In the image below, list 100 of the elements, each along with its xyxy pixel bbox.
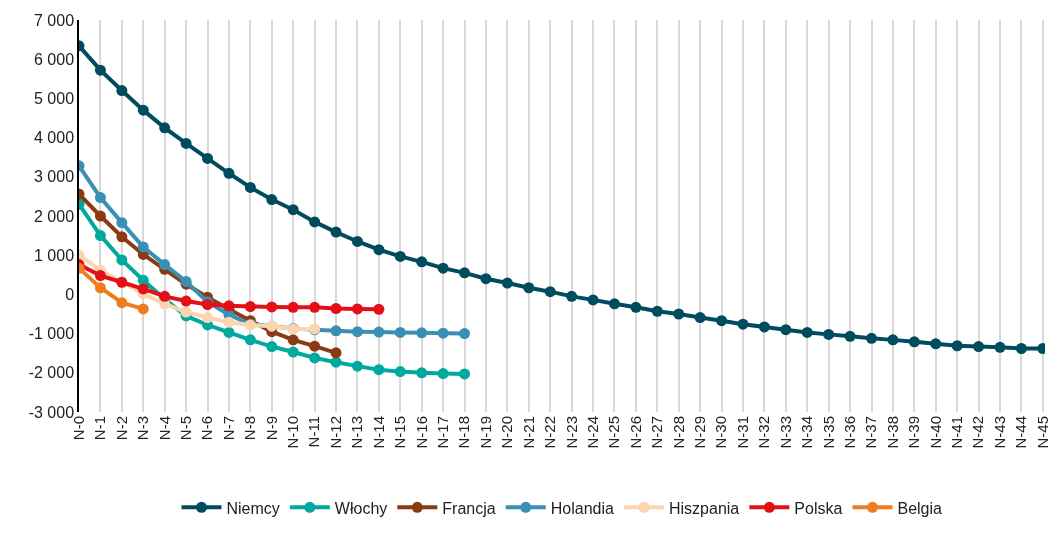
point (223, 316, 235, 328)
x-tick-label: N-7 (219, 416, 237, 441)
x-tick-label: N-14 (369, 416, 387, 449)
x-tick-label: N-9 (262, 416, 280, 441)
x-tick-label: N-6 (198, 416, 216, 441)
point (309, 352, 321, 364)
x-tick-label: N-5 (176, 416, 194, 441)
x-tick-label: N-4 (155, 416, 173, 441)
point (287, 204, 299, 216)
y-tick-label: 0 (65, 286, 75, 303)
legend-label: Niemcy (226, 499, 280, 517)
point (94, 230, 106, 242)
x-tick-label: N-30 (712, 416, 730, 449)
x-tick-label: N-27 (648, 416, 666, 449)
x-tick-label: N-11 (305, 416, 323, 448)
point (630, 301, 642, 313)
point (437, 368, 449, 380)
point (973, 341, 985, 353)
point (994, 341, 1006, 353)
x-tick-label: N-42 (969, 416, 987, 449)
point (309, 340, 321, 352)
point (159, 259, 171, 271)
point (116, 217, 128, 229)
point (223, 326, 235, 338)
legend-label: Belgia (897, 499, 943, 517)
point (373, 326, 385, 338)
x-tick-label: N-32 (755, 416, 773, 449)
x-tick-label: N-17 (433, 416, 451, 449)
point (758, 321, 770, 333)
legend-label: Hiszpania (669, 499, 740, 517)
x-tick-label: N-36 (840, 416, 858, 449)
point (180, 295, 192, 307)
x-tick-label: N-26 (626, 416, 644, 449)
y-tick-label: 2 000 (34, 207, 75, 225)
y-tick-label: 4 000 (34, 129, 75, 147)
point (608, 298, 620, 310)
point (94, 192, 106, 204)
point (309, 301, 321, 313)
x-tick-label: N-3 (134, 416, 152, 441)
point (137, 303, 149, 315)
point (437, 327, 449, 339)
x-tick-label: N-2 (112, 416, 130, 441)
x-tick-label: N-39 (905, 416, 923, 449)
y-tick-label: 7 000 (34, 11, 75, 29)
x-tick-label: N-37 (862, 416, 880, 449)
point (330, 226, 342, 238)
y-tick-label: 5 000 (34, 90, 75, 107)
point (94, 282, 106, 294)
point (223, 167, 235, 179)
point (94, 64, 106, 76)
x-tick-label: N-24 (583, 416, 601, 449)
point (116, 297, 128, 309)
legend-label: Polska (794, 499, 843, 517)
point (544, 286, 556, 298)
point (202, 312, 214, 324)
point (823, 328, 835, 340)
point (351, 326, 363, 338)
legend-label: Włochy (334, 499, 388, 517)
point (137, 283, 149, 295)
point (180, 306, 192, 318)
x-tick-label: N-21 (519, 416, 537, 449)
x-tick-label: N-10 (284, 416, 302, 449)
point (287, 346, 299, 358)
point (566, 290, 578, 302)
point (244, 334, 256, 346)
x-tick-label: N-20 (498, 416, 516, 449)
point (330, 347, 342, 359)
y-tick-label: -1 000 (28, 325, 75, 343)
point (694, 312, 706, 324)
point (480, 273, 492, 285)
x-tick-label: N-8 (241, 416, 259, 441)
x-tick-label: N-33 (776, 416, 794, 449)
point (266, 341, 278, 353)
point (351, 235, 363, 247)
point (394, 326, 406, 338)
point (373, 303, 385, 315)
x-tick-label: N-16 (412, 416, 430, 449)
legend-label: Francja (442, 499, 496, 517)
x-tick-label: N-29 (691, 416, 709, 449)
legend-label: Holandia (550, 499, 615, 517)
x-tick-label: N-18 (455, 416, 473, 449)
x-tick-label: N-23 (562, 416, 580, 449)
point (459, 267, 471, 279)
point (266, 194, 278, 206)
point (459, 328, 471, 340)
point (416, 367, 428, 379)
point (202, 152, 214, 164)
point (716, 315, 728, 327)
point (673, 308, 685, 320)
point (330, 303, 342, 315)
x-tick-label: N-41 (948, 416, 966, 449)
x-tick-label: N-45 (1033, 416, 1051, 449)
point (116, 85, 128, 97)
point (159, 122, 171, 134)
point (287, 301, 299, 313)
y-tick-label: 3 000 (34, 168, 75, 186)
x-tick-label: N-38 (883, 416, 901, 449)
y-tick-label: -2 000 (28, 364, 75, 382)
point (801, 326, 813, 338)
x-tick-label: N-13 (348, 416, 366, 449)
